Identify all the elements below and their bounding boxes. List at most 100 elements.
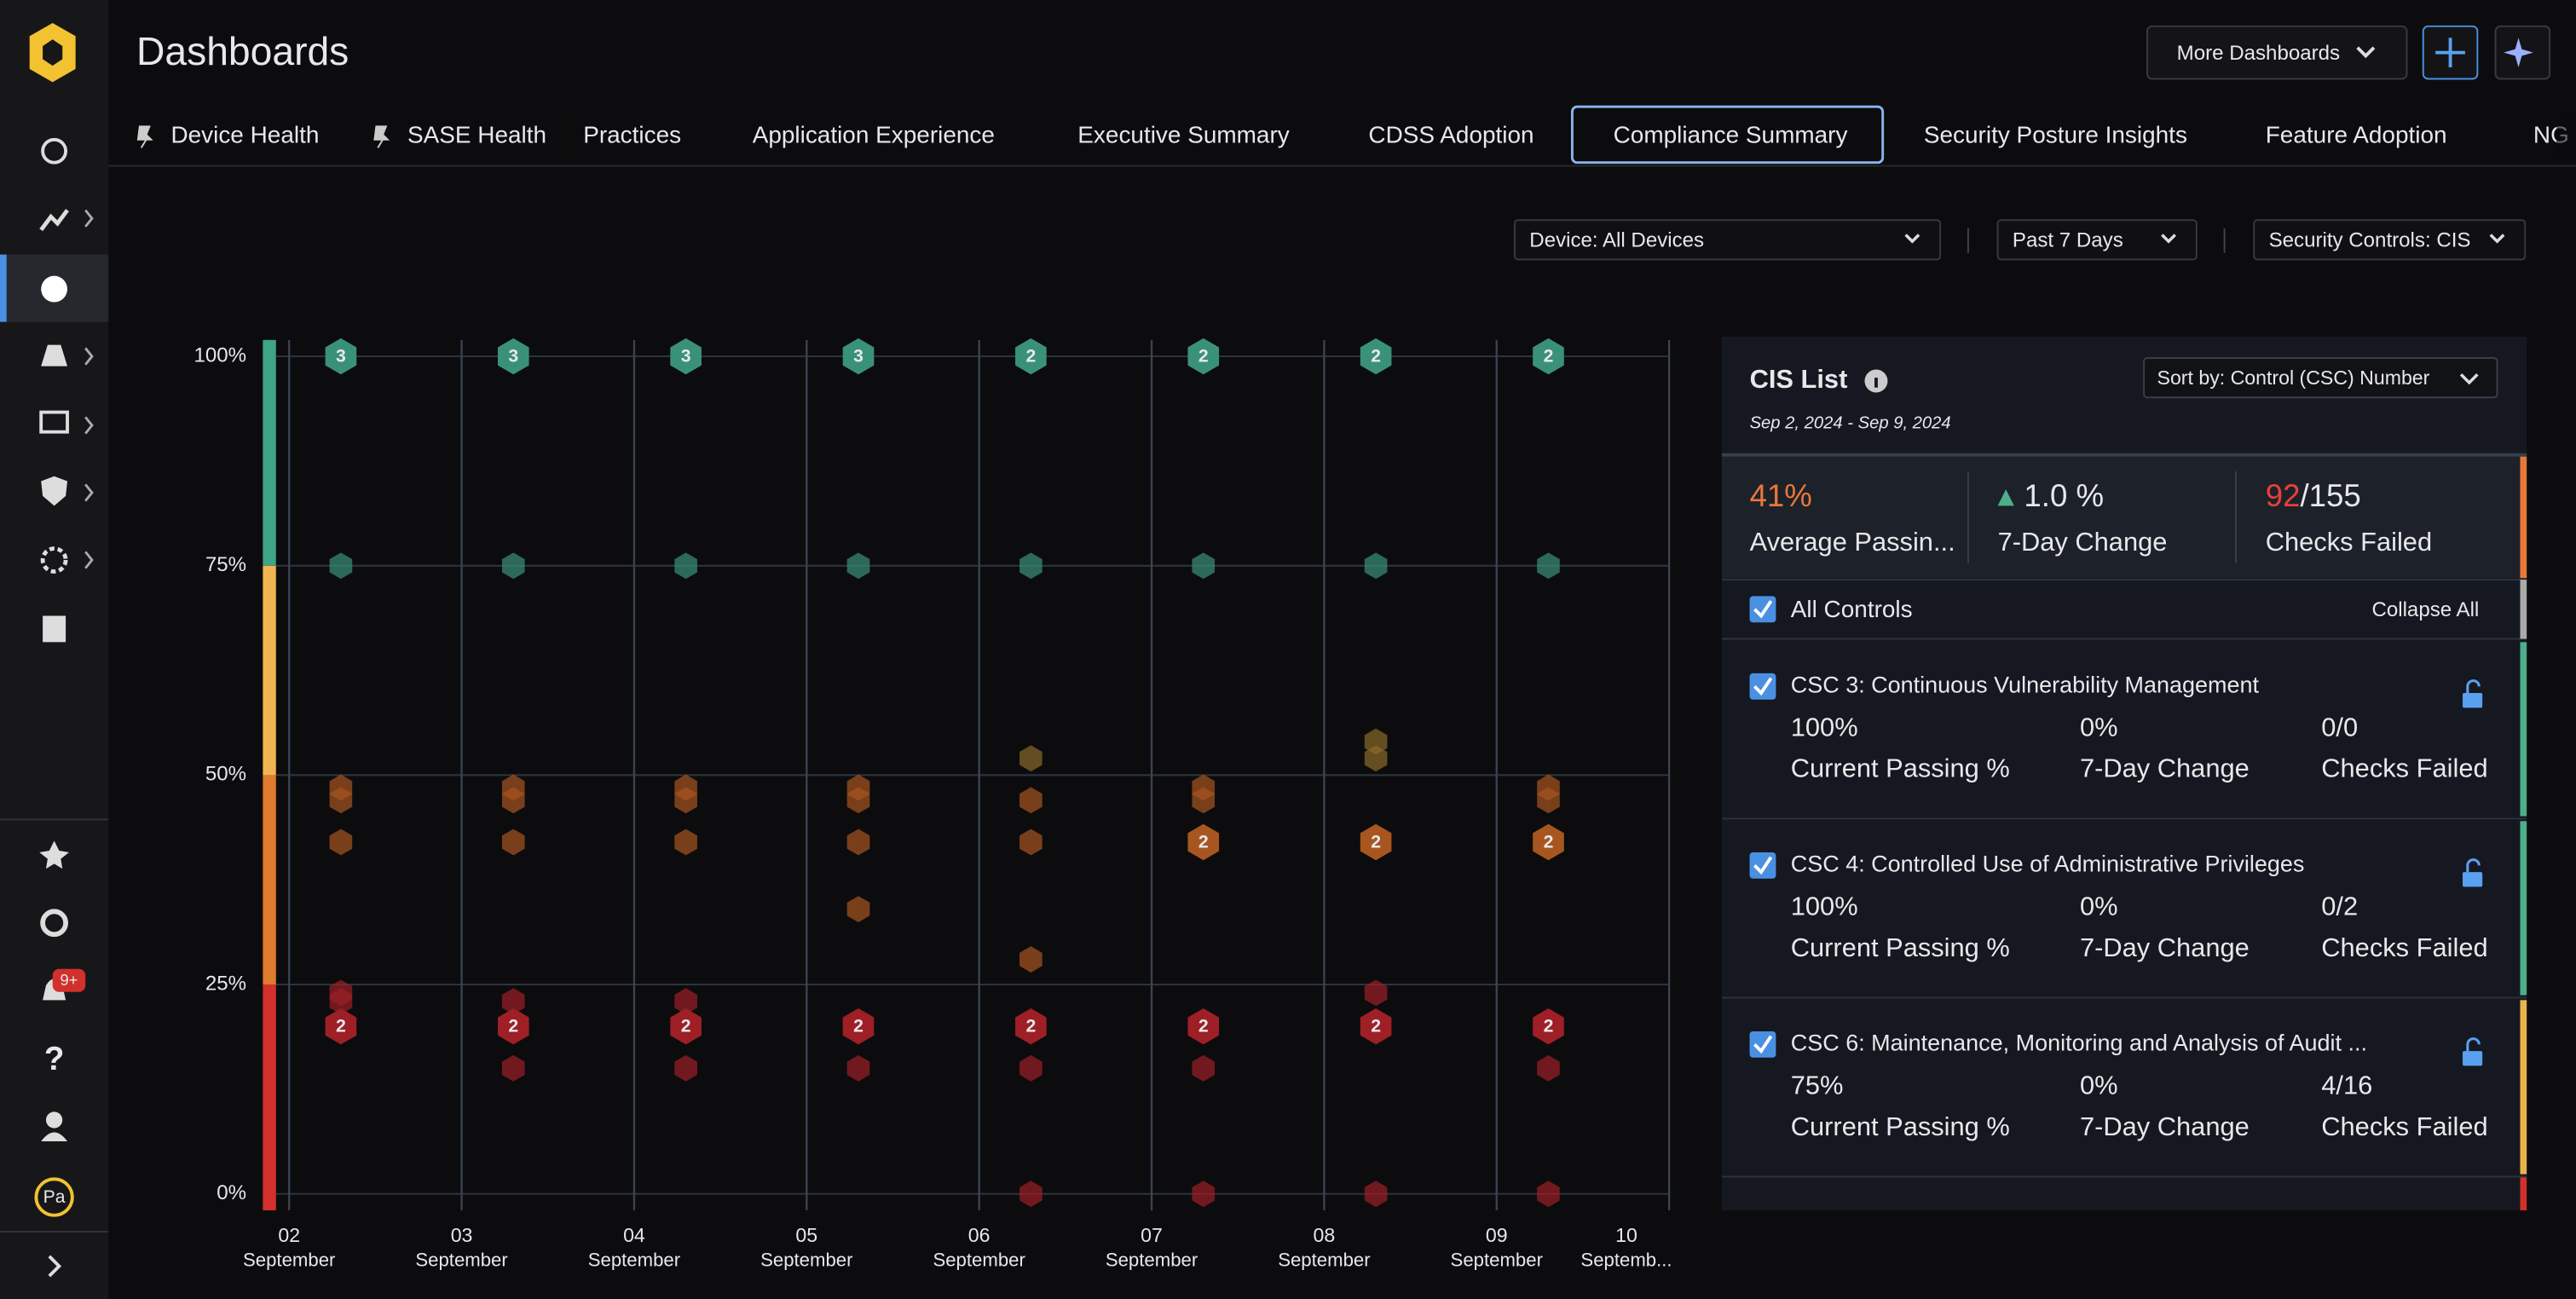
summary-label: 7-Day Change: [1998, 527, 2168, 557]
x-tick-sublabel: September: [1278, 1250, 1371, 1271]
checks-label: Checks Failed: [2321, 1111, 2487, 1141]
checks-label: Checks Failed: [2321, 753, 2487, 783]
x-tick-sublabel: September: [1106, 1250, 1198, 1271]
x-tick-sublabel: September: [415, 1250, 508, 1271]
passing-value: 100%: [1791, 713, 1858, 742]
collapse-all[interactable]: Collapse All: [2371, 598, 2479, 621]
point-count: 2: [1371, 1017, 1381, 1036]
point-count: 2: [853, 1017, 863, 1036]
point-count: 2: [1198, 833, 1209, 852]
row-accent: [2520, 642, 2527, 816]
point-count: 2: [1544, 347, 1554, 367]
control-title[interactable]: CSC 6: Maintenance, Monitoring and Analy…: [1791, 1030, 2367, 1055]
control-title[interactable]: CSC 3: Continuous Vulnerability Manageme…: [1791, 672, 2260, 697]
page-title: Dashboards: [136, 29, 349, 73]
filter-label: Device: All Devices: [1529, 229, 1704, 252]
threshold-band: [263, 775, 275, 984]
x-tick-label: 02: [278, 1224, 300, 1246]
tab-fade: [558, 115, 578, 158]
point-count: 2: [1025, 1017, 1036, 1036]
passing-label: Current Passing %: [1791, 932, 2010, 962]
summary-number: 41%: [1750, 477, 1812, 512]
summary-value: 1.0 %: [2024, 477, 2104, 512]
control-title[interactable]: CSC 4: Controlled Use of Administrative …: [1791, 851, 2305, 876]
point-count: 2: [1198, 1017, 1209, 1036]
x-tick-sublabel: September: [588, 1250, 681, 1271]
nav-icon[interactable]: [43, 616, 66, 643]
x-tick-label: 10: [1615, 1224, 1637, 1246]
tab[interactable]: Application Experience: [753, 121, 995, 147]
tab[interactable]: CDSS Adoption: [1368, 121, 1533, 147]
tab-fade: [2556, 115, 2576, 158]
change-value: 0%: [2080, 1071, 2118, 1100]
change-label: 7-Day Change: [2080, 932, 2250, 962]
x-tick-sublabel: September: [243, 1250, 336, 1271]
row-accent: [2520, 821, 2527, 995]
tab[interactable]: SASE Health: [407, 121, 546, 147]
x-tick-sublabel: September: [1451, 1250, 1544, 1271]
avatar-text: Pa: [43, 1187, 66, 1207]
summary-accent: [2520, 457, 2527, 579]
summary-value: 41%: [1750, 477, 1812, 512]
tab[interactable]: Device Health: [170, 121, 319, 147]
checkbox[interactable]: [1750, 673, 1776, 700]
x-tick-label: 04: [623, 1224, 645, 1246]
x-tick-label: 03: [451, 1224, 473, 1246]
threshold-band: [263, 984, 275, 1210]
tab[interactable]: Compliance Summary: [1614, 121, 1848, 147]
x-tick-label: 05: [795, 1224, 817, 1246]
nav-icon[interactable]: [41, 276, 67, 303]
point-count: 2: [1544, 1017, 1554, 1036]
summary-label: Checks Failed: [2266, 527, 2432, 557]
checkbox[interactable]: [1750, 852, 1776, 879]
checkbox[interactable]: [1750, 1031, 1776, 1058]
checkbox[interactable]: [1750, 596, 1776, 622]
x-tick-label: 08: [1314, 1224, 1336, 1246]
tab[interactable]: Executive Summary: [1077, 121, 1289, 147]
summary-total: /155: [2300, 477, 2360, 512]
panel-title: CIS List: [1750, 364, 1848, 394]
point-count: 3: [508, 347, 518, 367]
summary-label: Average Passin...: [1750, 527, 1955, 557]
sort-label: Sort by: Control (CSC) Number: [2157, 367, 2430, 389]
help-icon[interactable]: ?: [44, 1041, 65, 1077]
row-accent: [2520, 1000, 2527, 1174]
y-tick-label: 75%: [205, 553, 246, 576]
x-tick-sublabel: September: [760, 1250, 853, 1271]
y-tick-label: 50%: [205, 763, 246, 786]
x-tick-sublabel: September: [933, 1250, 1025, 1271]
info-glyph: [1874, 378, 1878, 388]
lock-icon: [2463, 872, 2482, 886]
checks-value: 4/16: [2321, 1071, 2372, 1100]
filter-label: Past 7 Days: [2013, 229, 2123, 252]
point-count: 3: [681, 347, 691, 367]
lock-icon: [2463, 693, 2482, 707]
point-count: 2: [681, 1017, 691, 1036]
tab[interactable]: Security Posture Insights: [1924, 121, 2187, 147]
y-tick-label: 100%: [193, 344, 246, 367]
point-count: 3: [853, 347, 863, 367]
date-range: Sep 2, 2024 - Sep 9, 2024: [1750, 413, 1951, 432]
lock-icon: [2463, 1051, 2482, 1065]
tab[interactable]: Practices: [583, 121, 681, 147]
summary-number: 92: [2266, 477, 2301, 512]
passing-label: Current Passing %: [1791, 1111, 2010, 1141]
point-count: 2: [336, 1017, 346, 1036]
change-label: 7-Day Change: [2080, 753, 2250, 783]
cis-summary: [1722, 457, 2527, 579]
badge-text: 9+: [61, 971, 78, 989]
point-count: 3: [336, 347, 346, 367]
nav-icon[interactable]: [46, 1111, 62, 1128]
point-count: 2: [1544, 833, 1554, 852]
x-tick-label: 07: [1141, 1224, 1163, 1246]
point-count: 2: [1371, 347, 1381, 367]
change-value: 0%: [2080, 892, 2118, 921]
summary-number: 1.0 %: [2024, 477, 2104, 512]
y-tick-label: 0%: [217, 1181, 246, 1204]
x-tick-label: 09: [1486, 1224, 1508, 1246]
point-count: 2: [1198, 347, 1209, 367]
point-count: 2: [508, 1017, 518, 1036]
tab[interactable]: Feature Adoption: [2266, 121, 2447, 147]
